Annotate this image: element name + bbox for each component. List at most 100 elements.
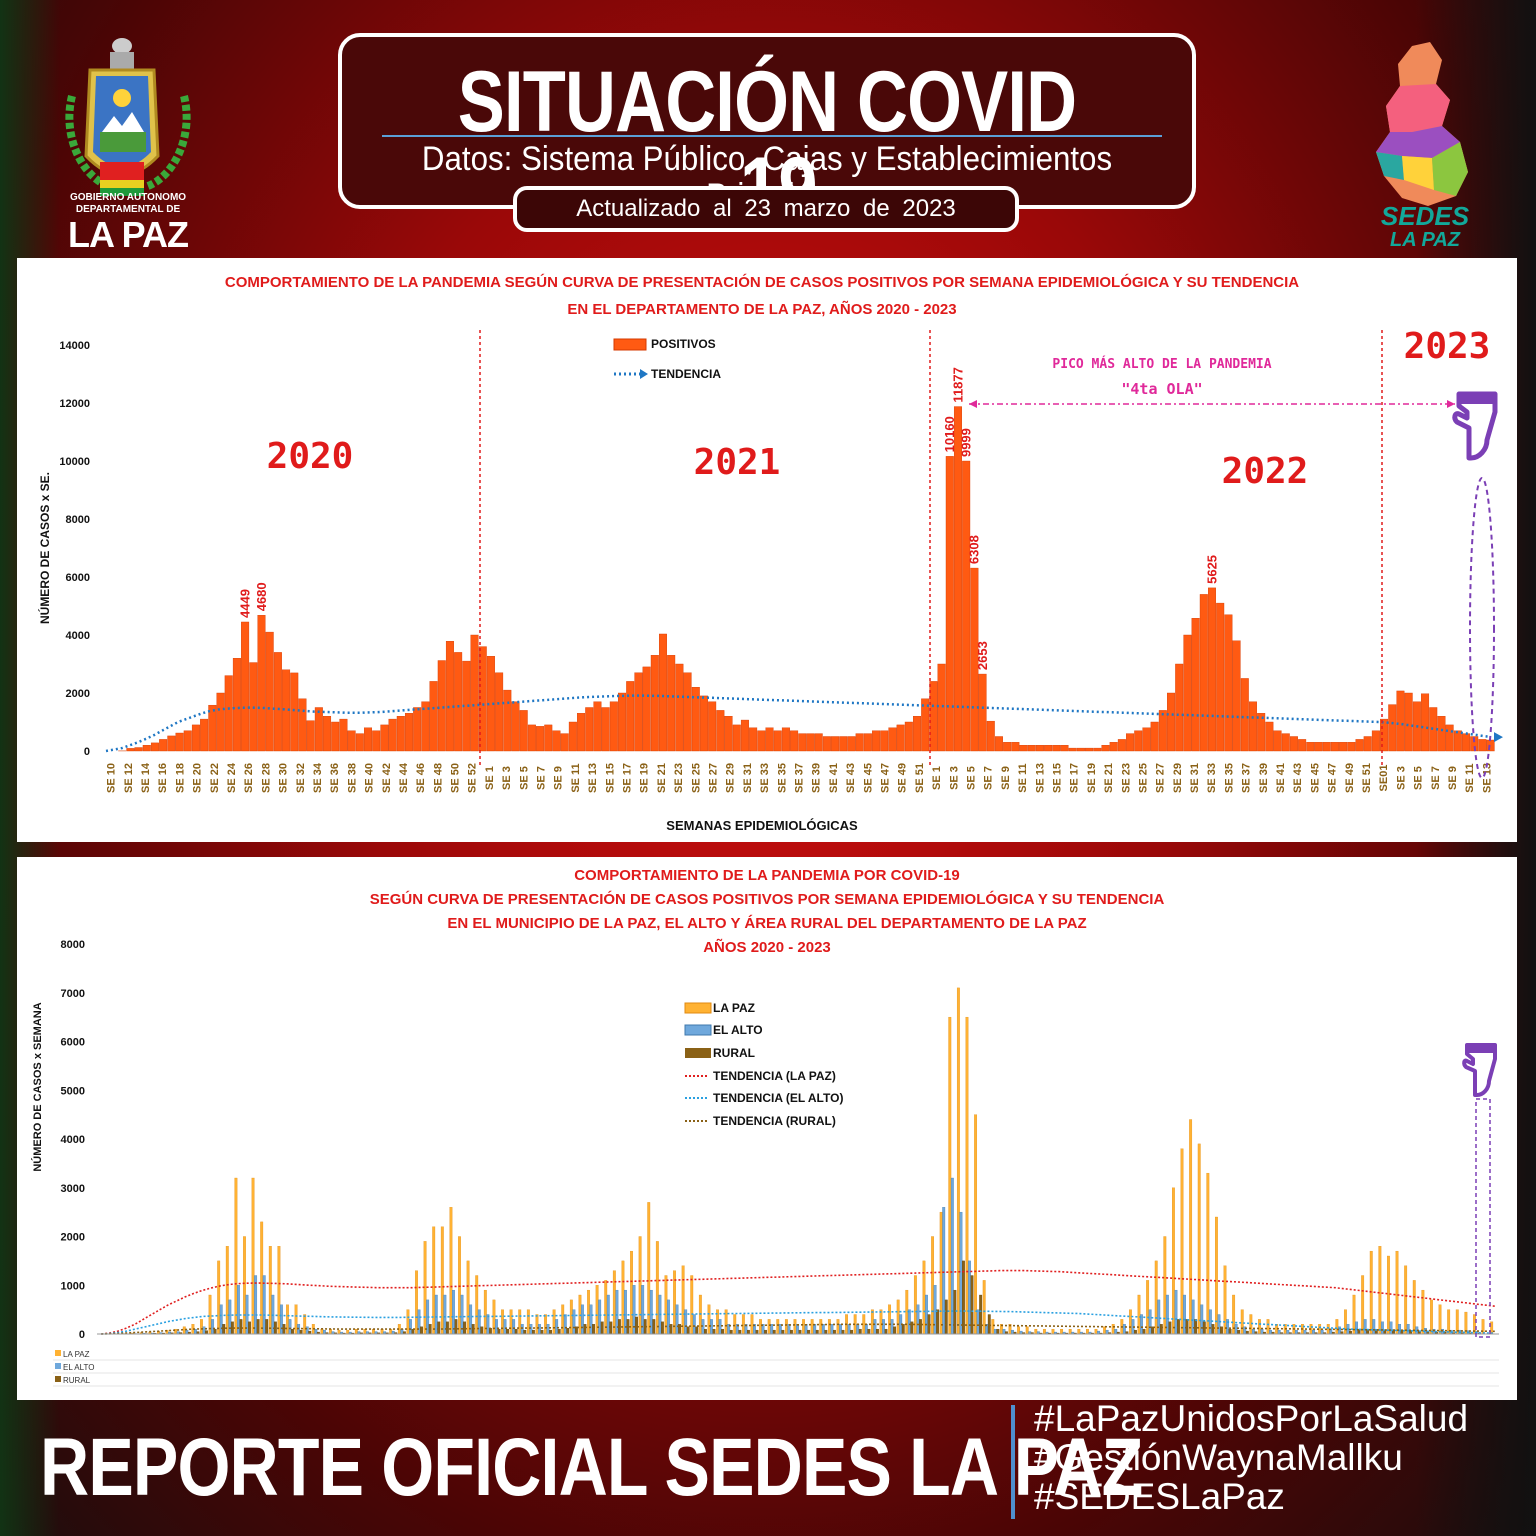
positivos-bar	[1355, 739, 1364, 752]
positivos-bar	[1191, 618, 1200, 752]
year-label-2021: 2021	[694, 442, 781, 483]
elalto-bar	[1320, 1329, 1324, 1335]
chart1-xtick-label: SE 37	[794, 763, 806, 793]
positivos-bar	[1183, 634, 1192, 752]
chart1-ytick-label: 0	[84, 746, 90, 758]
rural-bar	[807, 1329, 811, 1335]
positivos-bar	[1404, 692, 1413, 752]
positivos-bar	[347, 730, 356, 752]
rural-bar	[299, 1329, 303, 1335]
positivos-bar	[1388, 704, 1397, 752]
positivos-bar	[273, 652, 282, 752]
peak-annotation-line1: PICO MÁS ALTO DE LA PANDEMIA	[1052, 356, 1271, 372]
positivos-bar	[1306, 742, 1315, 752]
positivos-bar	[544, 724, 553, 752]
chart1-xtick-label: SE 21	[656, 763, 668, 793]
lapaz-bar	[1490, 1321, 1494, 1335]
elalto-bar	[916, 1304, 920, 1335]
lapaz-bar	[879, 1309, 883, 1335]
chart1-xtick-label: SE 31	[1189, 763, 1201, 793]
positivos-bar	[962, 460, 971, 752]
legend-positivos-swatch	[613, 338, 647, 351]
hashtag-item[interactable]: #LaPazUnidosPorLaSalud	[1034, 1398, 1469, 1439]
lapaz-bar	[483, 1289, 487, 1335]
elalto-bar	[211, 1319, 215, 1335]
chart1-xtick-label: SE 7	[536, 766, 548, 790]
positivos-bar	[839, 736, 848, 752]
lapaz-bar	[432, 1226, 436, 1335]
rural-bar	[609, 1321, 613, 1335]
rural-bar	[626, 1319, 630, 1335]
elalto-bar	[882, 1319, 885, 1335]
positivos-bar	[1380, 718, 1389, 752]
chart1-xtick-label: SE 37	[1241, 763, 1253, 793]
hashtag-item[interactable]: #SEDESLaPaz	[1034, 1476, 1285, 1517]
positivos-bar	[388, 718, 397, 752]
rural-bar	[850, 1329, 854, 1335]
elalto-bar	[907, 1309, 911, 1335]
positivos-bar	[659, 633, 667, 752]
lapaz-bar	[346, 1329, 350, 1335]
rural-bar	[979, 1294, 983, 1335]
chart1-xtick-label: SE 18	[174, 763, 186, 793]
chart1-xtick-label: SE 15	[604, 763, 616, 793]
legend-tendencia-arrow	[640, 369, 648, 379]
elalto-bar	[520, 1324, 524, 1335]
positivos-bar	[527, 724, 536, 752]
legend-elalto-swatch	[684, 1024, 712, 1036]
chart1-xtick-label: SE 17	[622, 763, 634, 793]
elalto-bar	[305, 1326, 309, 1335]
rural-bar	[884, 1328, 888, 1335]
rural-bar	[936, 1309, 940, 1335]
chart1-xtick-label: SE 1	[484, 766, 496, 790]
positivos-bar	[626, 681, 635, 752]
positivos-bar	[618, 692, 627, 752]
lapaz-bar	[767, 1319, 771, 1335]
positivos-bar	[290, 672, 299, 752]
positivos-bar	[380, 724, 389, 752]
title-divider	[382, 135, 1162, 137]
positivos-bar	[1248, 701, 1257, 752]
footer-separator	[1011, 1405, 1015, 1519]
chart1-xtick-label: SE 1	[931, 766, 943, 790]
positivos-bar	[1363, 736, 1372, 752]
elalto-bar	[1398, 1324, 1402, 1335]
positivos-bar	[224, 675, 233, 752]
chart1-xlabel: SEMANAS EPIDEMIOLÓGICAS	[666, 818, 858, 833]
chart1-xtick-label: SE 5	[965, 766, 977, 790]
positivos-bar	[790, 730, 799, 752]
chart1-xtick-label: SE 15	[1051, 763, 1063, 793]
hashtag-item[interactable]: #GestiónWaynaMallku	[1034, 1437, 1403, 1478]
positivos-bar	[888, 727, 897, 752]
chart1-xtick-label: SE 49	[1344, 763, 1356, 793]
chart1-ylabel: NÚMERO DE CASOS x SE.	[37, 472, 52, 624]
elalto-bar	[538, 1324, 541, 1335]
chart2-subtitle-line3: AÑOS 2020 - 2023	[703, 938, 831, 956]
elalto-bar	[890, 1319, 894, 1335]
logo-right-line2: LA PAZ	[1390, 229, 1460, 251]
chart1-xtick-label: SE 51	[914, 763, 926, 793]
chart1-xtick-label: SE 24	[226, 762, 238, 793]
legend-positivos-label: POSITIVOS	[651, 337, 716, 351]
lapaz-bar	[630, 1250, 633, 1335]
elalto-bar	[1355, 1321, 1358, 1335]
table-row-label: LA PAZ	[63, 1350, 90, 1359]
lapaz-bar	[896, 1299, 900, 1335]
elalto-bar	[1269, 1329, 1272, 1335]
chart1-xtick-label: SE 50	[450, 763, 462, 793]
year-label-2023: 2023	[1404, 326, 1491, 367]
elalto-bar	[314, 1328, 318, 1335]
positivos-bar	[323, 716, 332, 752]
positivos-bar	[142, 745, 151, 752]
positivos-bar	[1257, 713, 1266, 752]
lapaz-bar	[784, 1319, 788, 1335]
positivos-bar	[126, 748, 135, 752]
page-subtitle: Datos: Sistema Público, Cajas y Establec…	[421, 140, 1113, 215]
rural-bar	[265, 1319, 269, 1335]
chart1-xtick-label: SE 21	[1103, 763, 1115, 793]
lapaz-bar	[810, 1319, 814, 1335]
lapaz-bar	[1412, 1280, 1416, 1335]
positivos-bar	[634, 672, 643, 752]
chart1-xtick-label: SE 14	[140, 762, 152, 793]
positivos-bar	[921, 698, 930, 752]
